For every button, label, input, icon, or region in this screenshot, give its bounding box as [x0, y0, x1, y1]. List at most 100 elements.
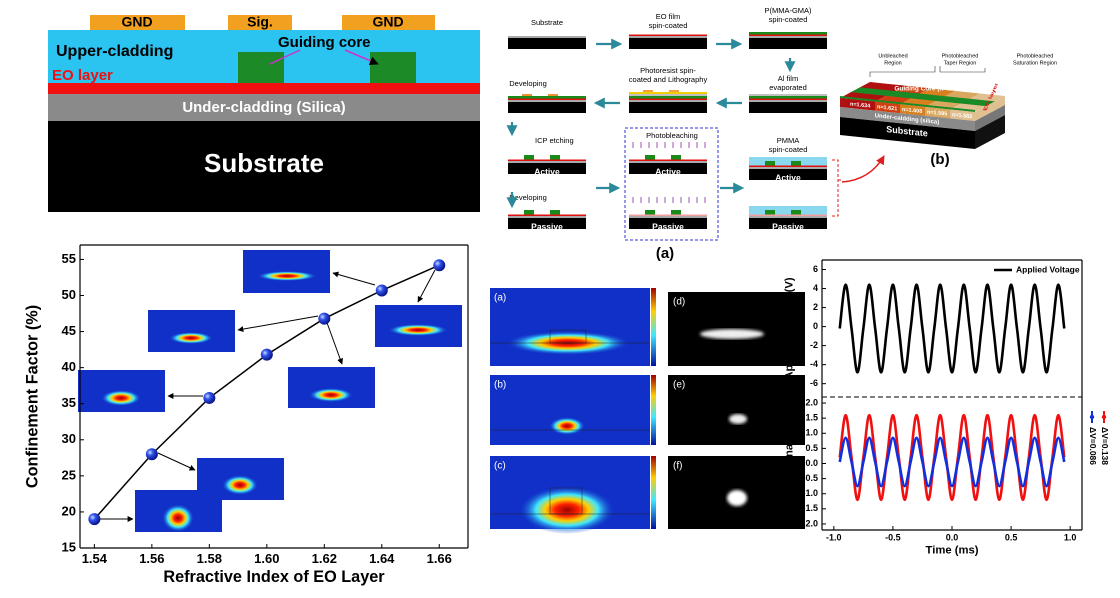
electrode-label: GND: [121, 14, 152, 30]
index-label: n=1.595: [927, 110, 947, 118]
y-tick-label: 1.0: [805, 428, 818, 438]
step-label: Developing: [509, 79, 547, 88]
y-axis-label: Confinement Factor (%): [23, 305, 41, 488]
y-tick-label: -0.5: [802, 473, 818, 483]
data-point: [318, 312, 331, 325]
x-tick-label: -1.0: [826, 532, 842, 542]
index-label: n=1.621: [877, 104, 897, 112]
legend-label: ΔV=0.086: [1088, 427, 1098, 465]
x-tick-label: 1.66: [427, 551, 452, 566]
x-tick-label: 1.64: [369, 551, 395, 566]
step-label: spin-coated: [769, 145, 808, 154]
y-tick-label: -1.0: [802, 488, 818, 498]
x-tick-label: -0.5: [885, 532, 901, 542]
mode-label: Active: [655, 166, 681, 176]
under-cladding-layer: [48, 94, 480, 121]
core-label: Guiding Core (n=1.496): [894, 86, 965, 93]
step-label: spin-coated: [769, 15, 808, 24]
step-label: Photoresist spin-: [640, 66, 696, 75]
electrode: [228, 15, 292, 30]
layer-label: Guiding core: [278, 34, 371, 51]
index-label: n=1.634: [850, 101, 871, 109]
step-label: P(MMA-GMA): [764, 6, 812, 15]
legend-label: ΔV=0.138: [1100, 427, 1110, 465]
y-tick-label: 0.0: [805, 458, 818, 468]
legend-marker: [1101, 414, 1107, 420]
pointer: [841, 155, 885, 183]
electrode: [342, 15, 435, 30]
step-label: ICP etching: [535, 136, 574, 145]
layer-label: Substrate: [886, 124, 927, 138]
x-axis-label: Refractive Index of EO Layer: [163, 568, 385, 586]
mode-label: Passive: [652, 221, 684, 231]
x-tick-label: 1.58: [197, 551, 222, 566]
data-point: [375, 284, 388, 297]
data-point: [88, 513, 101, 526]
region-bracket: [869, 66, 986, 77]
electrode-label: GND: [372, 14, 403, 30]
panel-label: (e): [673, 380, 685, 391]
mode-label: Active: [775, 172, 801, 182]
step-label: Substrate: [531, 18, 563, 27]
step-label: Photobleaching: [646, 131, 698, 140]
index-label: n=1.608: [902, 107, 922, 115]
panel-label: (b): [930, 151, 949, 168]
panel-label: (d): [673, 297, 685, 308]
y-tick-label: 2.0: [805, 397, 818, 407]
data-point: [203, 391, 216, 404]
data-point: [145, 448, 158, 461]
layer-label: Substrate: [204, 148, 324, 178]
layer-label: EO layer: [52, 67, 113, 84]
y-tick-label: 2: [813, 302, 818, 312]
x-tick-label: 0.0: [946, 532, 959, 542]
data-point: [260, 348, 273, 361]
core: [370, 52, 416, 83]
substrate-layer: [48, 121, 480, 212]
index-label: n=1.582: [952, 112, 972, 120]
electrode-label: Sig.: [247, 14, 273, 30]
stack: [629, 35, 707, 50]
region-label: Taper Region: [944, 60, 977, 66]
x-tick-label: 1.54: [82, 551, 108, 566]
panel-label: (c): [494, 461, 506, 472]
electrode: [90, 15, 185, 30]
core: [238, 52, 284, 83]
data-point: [433, 259, 446, 272]
x-tick-label: 0.5: [1005, 532, 1018, 542]
region-label: Region: [884, 60, 901, 66]
y-tick-label: 35: [62, 395, 76, 410]
panel-label: (f): [673, 461, 682, 472]
x-tick-label: 1.56: [139, 551, 164, 566]
photobleach-box: [624, 127, 719, 241]
x-tick-label: 1.60: [254, 551, 279, 566]
legend-marker: [1089, 414, 1095, 420]
panel-label: (a): [656, 245, 674, 262]
region-label: Unbleached: [878, 53, 907, 59]
y-tick-label: 0: [813, 321, 818, 331]
y-tick-label: 30: [62, 431, 76, 446]
y-tick-label: -1.5: [802, 503, 818, 513]
region-label: Photobleached: [942, 53, 979, 59]
panel-label: (a): [494, 293, 506, 304]
x-tick-label: 1.62: [312, 551, 337, 566]
y-tick-label: 1.5: [805, 413, 818, 423]
stack: [749, 94, 827, 113]
y-tick-label: -2: [810, 340, 818, 350]
y-tick-label: 6: [813, 264, 818, 274]
mode-label: Passive: [531, 221, 563, 231]
layer-label: Upper-cladding: [56, 43, 173, 60]
y-tick-label: -6: [810, 378, 818, 388]
stack: [508, 36, 586, 49]
step-label: Al film: [778, 74, 798, 83]
y-tick-label: 40: [62, 359, 76, 374]
y-axis-label: Output Signal (mV): [784, 412, 796, 514]
process-flow: Substrate EO film spin-coated P(MMA-GMA)…: [506, 6, 885, 262]
y-tick-label: 55: [62, 251, 76, 266]
layer-label: Under-cladding (Silica): [182, 99, 345, 116]
y-tick-label: 50: [62, 287, 76, 302]
y-tick-label: -2.0: [802, 518, 818, 528]
region-label: Saturation Region: [1013, 60, 1057, 66]
y-tick-label: 25: [62, 467, 76, 482]
legend-label: Applied Voltage: [1016, 264, 1080, 274]
